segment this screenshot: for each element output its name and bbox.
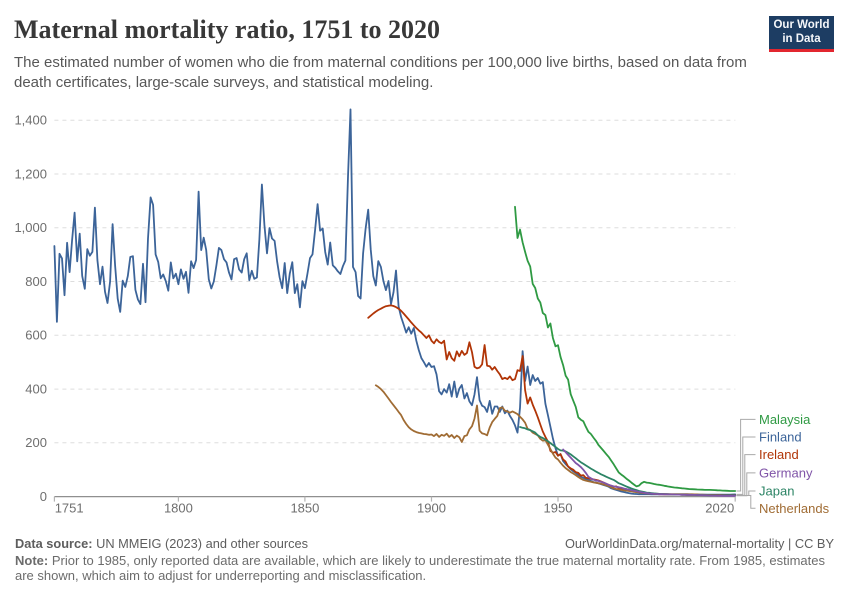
svg-text:1900: 1900 [417,500,446,515]
svg-text:Japan: Japan [759,484,794,499]
svg-text:200: 200 [25,435,47,450]
svg-text:0: 0 [40,489,47,504]
svg-text:1950: 1950 [544,500,573,515]
svg-text:600: 600 [25,328,47,343]
svg-text:Malaysia: Malaysia [759,412,811,427]
svg-text:Ireland: Ireland [759,447,799,462]
svg-text:Germany: Germany [759,466,813,481]
svg-text:Netherlands: Netherlands [759,501,830,516]
svg-text:2020: 2020 [705,500,734,515]
svg-text:1800: 1800 [164,500,193,515]
svg-text:1850: 1850 [290,500,319,515]
svg-text:800: 800 [25,274,47,289]
svg-text:1751: 1751 [55,500,84,515]
svg-text:1,400: 1,400 [14,113,47,128]
svg-text:1,000: 1,000 [14,220,47,235]
svg-text:Finland: Finland [759,430,802,445]
svg-text:400: 400 [25,381,47,396]
svg-text:1,200: 1,200 [14,166,47,181]
